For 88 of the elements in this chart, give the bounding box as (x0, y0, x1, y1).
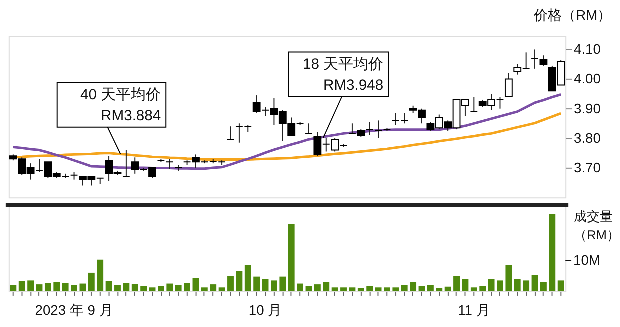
bar (384, 288, 390, 292)
annotation: 40 天平均价 RM3.884 (80, 86, 162, 124)
bar (488, 279, 495, 292)
y-tick-label: 3.70 (574, 159, 602, 176)
bar (523, 280, 530, 292)
text: 10M (574, 252, 600, 268)
bar (532, 275, 538, 292)
bar (349, 288, 356, 292)
bar (271, 280, 278, 292)
bar (175, 285, 182, 292)
bar (44, 283, 52, 292)
bar (166, 284, 174, 292)
bar (280, 276, 286, 292)
bar (358, 288, 364, 292)
candlestick (540, 55, 548, 66)
bar (132, 284, 138, 292)
candlestick (374, 120, 382, 139)
y-axis-title: 价格（RM） (533, 7, 612, 24)
candlestick (504, 72, 513, 98)
bar (480, 286, 486, 292)
bar (418, 286, 426, 292)
candlestick (531, 49, 539, 70)
bar (114, 285, 121, 292)
bar (506, 265, 512, 292)
x-tick-label: 10 月 (248, 302, 282, 318)
bar (192, 278, 200, 292)
candlestick (366, 122, 374, 136)
annotation: 18 天平均价 RM3.948 (303, 56, 384, 94)
y-tick-label: 4.00 (574, 70, 602, 87)
x-tick-label: 11 月 (458, 302, 490, 318)
bar (210, 284, 217, 292)
bar (71, 285, 78, 292)
bar (410, 282, 417, 292)
bar (149, 288, 156, 292)
bar (549, 214, 556, 292)
bar (218, 288, 226, 292)
candlestick (226, 126, 235, 140)
candlestick (166, 158, 174, 170)
y-tick-label: 3.80 (574, 130, 602, 146)
bar (436, 288, 443, 292)
bar (306, 286, 312, 292)
bar (558, 280, 564, 292)
bar (158, 286, 164, 292)
bar (332, 288, 338, 292)
bar (10, 285, 17, 292)
candlestick (305, 123, 313, 134)
bar (444, 286, 452, 292)
bar (375, 288, 382, 292)
y-tick-label: 4.10 (574, 41, 602, 58)
bar (88, 272, 95, 292)
bar (236, 271, 243, 292)
bar (54, 282, 60, 292)
candlestick (470, 96, 478, 112)
bar (314, 284, 321, 292)
bar (28, 280, 34, 292)
bar (497, 280, 504, 292)
bar (36, 284, 43, 292)
bar (514, 279, 521, 292)
candlestick (70, 172, 78, 180)
bar (18, 281, 26, 292)
bar (427, 285, 434, 292)
bar (340, 288, 347, 292)
bar (97, 260, 104, 292)
bar (123, 283, 130, 292)
bar (540, 282, 547, 292)
bar (184, 283, 190, 292)
bar (470, 288, 478, 292)
bar (297, 284, 304, 292)
bar (106, 281, 112, 292)
x-tick-label: 2023 年 9 月 (35, 302, 114, 318)
bar (323, 282, 330, 292)
candlestick (122, 150, 130, 178)
bar (401, 285, 408, 292)
bar (140, 286, 148, 292)
y-tick-label: 3.90 (574, 100, 602, 116)
bar (228, 276, 234, 292)
bar (392, 288, 400, 292)
bar (201, 288, 208, 292)
bar (366, 286, 374, 292)
bar (62, 283, 69, 292)
bar (244, 265, 252, 292)
bar (288, 224, 295, 292)
bar (262, 279, 269, 292)
bar (254, 276, 260, 292)
bar (80, 284, 86, 292)
bar (454, 276, 460, 292)
y-axis-title: 成交量（RM） (574, 208, 620, 243)
bar (462, 279, 469, 292)
